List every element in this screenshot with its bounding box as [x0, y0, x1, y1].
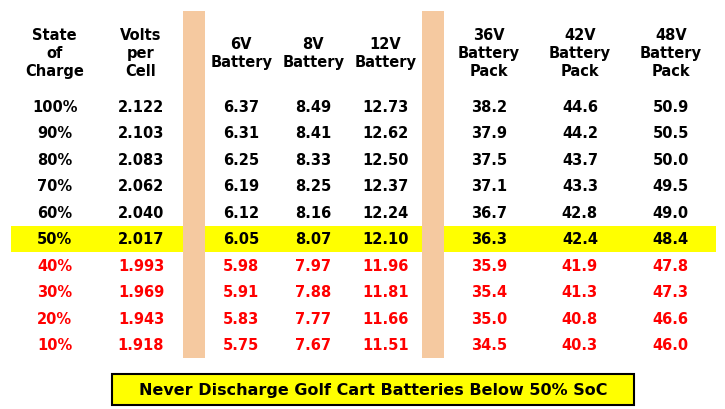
Text: 11.81: 11.81 [362, 284, 409, 299]
Text: 43.7: 43.7 [562, 153, 598, 168]
Text: 20%: 20% [37, 311, 72, 326]
Text: 50.9: 50.9 [652, 100, 689, 115]
Bar [112, 374, 634, 405]
Text: 12.10: 12.10 [362, 231, 409, 247]
Text: 35.9: 35.9 [471, 258, 507, 273]
Text: 47.8: 47.8 [652, 258, 689, 273]
Text: Never Discharge Golf Cart Batteries Below 50% SoC: Never Discharge Golf Cart Batteries Belo… [139, 382, 608, 397]
Text: 11.66: 11.66 [362, 311, 409, 326]
Text: 1.918: 1.918 [117, 337, 165, 352]
Text: 7.77: 7.77 [295, 311, 331, 326]
Bar [183, 226, 205, 252]
Bar [422, 226, 444, 252]
Text: 7.97: 7.97 [295, 258, 331, 273]
Text: 6.05: 6.05 [223, 231, 260, 247]
Text: 38.2: 38.2 [471, 100, 507, 115]
Text: 8.49: 8.49 [295, 100, 331, 115]
Text: 50%: 50% [37, 231, 72, 247]
Text: 8.25: 8.25 [295, 179, 331, 194]
Text: 2.040: 2.040 [117, 205, 164, 220]
Text: 6.19: 6.19 [223, 179, 260, 194]
Text: 36.3: 36.3 [471, 231, 507, 247]
Text: 8.16: 8.16 [295, 205, 331, 220]
Text: 6V
Battery: 6V Battery [210, 37, 273, 70]
Text: 44.2: 44.2 [562, 126, 598, 141]
Text: 12.62: 12.62 [362, 126, 409, 141]
Text: 41.9: 41.9 [562, 258, 598, 273]
Bar [11, 226, 716, 252]
Text: 5.98: 5.98 [223, 258, 260, 273]
Text: 37.1: 37.1 [471, 179, 507, 194]
Text: 90%: 90% [37, 126, 72, 141]
Text: 11.96: 11.96 [362, 258, 409, 273]
Text: Volts
per
Cell: Volts per Cell [120, 28, 162, 79]
Text: 43.3: 43.3 [562, 179, 598, 194]
Text: 36.7: 36.7 [471, 205, 507, 220]
Text: 34.5: 34.5 [471, 337, 507, 352]
Text: 2.062: 2.062 [118, 179, 164, 194]
Text: 6.31: 6.31 [223, 126, 260, 141]
Text: 2.083: 2.083 [117, 153, 164, 168]
Text: 5.91: 5.91 [223, 284, 260, 299]
Text: 6.25: 6.25 [223, 153, 260, 168]
Text: 5.83: 5.83 [223, 311, 260, 326]
Text: 49.5: 49.5 [652, 179, 689, 194]
Text: 36V
Battery
Pack: 36V Battery Pack [458, 28, 520, 79]
Text: 10%: 10% [37, 337, 72, 352]
Text: 6.37: 6.37 [223, 100, 260, 115]
Text: 30%: 30% [37, 284, 72, 299]
Text: 42.4: 42.4 [562, 231, 598, 247]
Text: 46.6: 46.6 [652, 311, 689, 326]
Text: 100%: 100% [32, 100, 78, 115]
Text: 40.3: 40.3 [562, 337, 598, 352]
Bar [183, 12, 205, 358]
Text: 1.943: 1.943 [118, 311, 164, 326]
Bar [422, 12, 444, 358]
Text: 42.8: 42.8 [562, 205, 598, 220]
Text: 8V
Battery: 8V Battery [283, 37, 344, 70]
Text: 60%: 60% [37, 205, 72, 220]
Text: 40.8: 40.8 [562, 311, 598, 326]
Text: 12.24: 12.24 [362, 205, 409, 220]
Text: 12.37: 12.37 [362, 179, 409, 194]
Text: 12.73: 12.73 [362, 100, 409, 115]
Text: 5.75: 5.75 [223, 337, 260, 352]
Text: 8.33: 8.33 [295, 153, 331, 168]
Text: 48.4: 48.4 [652, 231, 689, 247]
Text: 37.9: 37.9 [471, 126, 507, 141]
Text: 8.41: 8.41 [295, 126, 331, 141]
Text: 37.5: 37.5 [471, 153, 507, 168]
Text: 2.103: 2.103 [117, 126, 164, 141]
Text: 2.122: 2.122 [118, 100, 164, 115]
Text: 7.67: 7.67 [295, 337, 331, 352]
Text: 46.0: 46.0 [652, 337, 689, 352]
Text: 70%: 70% [37, 179, 72, 194]
Text: 35.0: 35.0 [471, 311, 507, 326]
Text: 11.51: 11.51 [362, 337, 409, 352]
Text: 44.6: 44.6 [562, 100, 598, 115]
Text: 80%: 80% [37, 153, 72, 168]
Text: 1.969: 1.969 [118, 284, 164, 299]
Text: 2.017: 2.017 [117, 231, 164, 247]
Text: 41.3: 41.3 [562, 284, 598, 299]
Text: 8.07: 8.07 [295, 231, 331, 247]
Text: 47.3: 47.3 [652, 284, 689, 299]
Text: 48V
Battery
Pack: 48V Battery Pack [640, 28, 702, 79]
Text: 50.5: 50.5 [652, 126, 689, 141]
Text: 49.0: 49.0 [652, 205, 689, 220]
Text: 12V
Battery: 12V Battery [355, 37, 417, 70]
Text: 1.993: 1.993 [118, 258, 164, 273]
Text: 12.50: 12.50 [362, 153, 409, 168]
Text: 50.0: 50.0 [652, 153, 689, 168]
Text: State
of
Charge: State of Charge [25, 28, 84, 79]
Text: 42V
Battery
Pack: 42V Battery Pack [549, 28, 611, 79]
Text: 35.4: 35.4 [471, 284, 507, 299]
Text: 6.12: 6.12 [223, 205, 260, 220]
Text: 7.88: 7.88 [295, 284, 331, 299]
Text: 40%: 40% [37, 258, 72, 273]
